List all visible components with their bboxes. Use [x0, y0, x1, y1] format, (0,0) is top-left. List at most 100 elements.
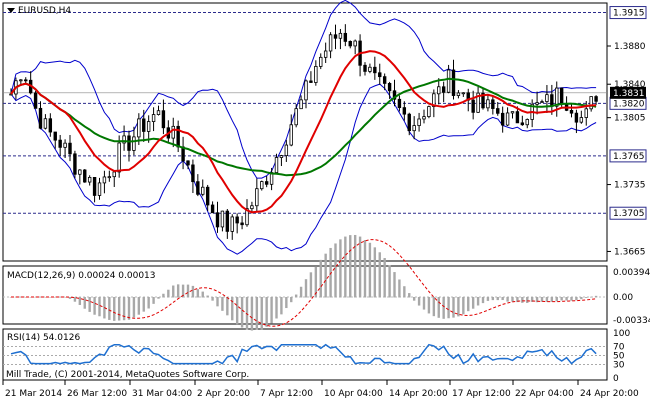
level-tag-label: 1.3705	[613, 209, 645, 219]
macd-bar	[132, 297, 136, 318]
x-tick-label: 10 Apr 04:00	[324, 389, 383, 399]
macd-bar	[412, 297, 416, 301]
macd-bar	[14, 297, 18, 298]
macd-bar	[383, 258, 386, 298]
candle-body	[382, 76, 387, 84]
macd-bar	[29, 297, 32, 298]
candle-body	[279, 155, 284, 158]
candlesticks	[9, 24, 598, 240]
candle-body	[24, 79, 28, 82]
candle-body	[210, 204, 215, 214]
macd-bar	[486, 297, 490, 301]
candle-body	[555, 87, 559, 107]
macd-bar	[275, 297, 278, 319]
macd-bar	[49, 297, 52, 298]
candle-body	[348, 40, 352, 47]
candle-body	[201, 186, 205, 195]
macd-bar	[373, 247, 377, 298]
macd-bar	[137, 297, 141, 315]
candle-body	[171, 125, 175, 139]
macd-bar	[427, 297, 431, 314]
macd-bar	[417, 297, 421, 306]
candle-body	[451, 69, 456, 96]
candle-body	[476, 92, 480, 113]
candle-body	[397, 98, 402, 109]
candle-body	[289, 124, 293, 146]
bollinger-lower	[10, 83, 597, 255]
macd-bar	[324, 253, 327, 298]
macd-bar	[432, 297, 436, 317]
candle-body	[500, 112, 505, 126]
macd-tick-label: 0.00	[613, 293, 633, 303]
candle-body	[102, 176, 107, 184]
macd-bar	[570, 297, 573, 301]
candle-body	[38, 107, 43, 129]
y-tick-label: 1.3805	[614, 114, 646, 124]
macd-bar	[378, 252, 381, 298]
candle-body	[402, 107, 407, 115]
macd-bar	[63, 297, 67, 298]
candle-body	[333, 34, 338, 39]
macd-bar	[162, 293, 165, 298]
macd-bar	[93, 297, 96, 315]
macd-bar	[240, 297, 244, 328]
macd-bar	[339, 239, 342, 298]
macd-bar	[467, 297, 470, 312]
candle-body	[559, 87, 564, 104]
time-axis: 21 Mar 2014 26 Mar 12:00 31 Mar 04:00 2 Apr…	[2, 380, 639, 399]
level-price-tags: 1.3915 1.3820 1.3765 1.3705 1.3831	[609, 6, 647, 220]
macd-bar	[221, 297, 224, 311]
candle-body	[456, 92, 461, 96]
macd-bar	[285, 297, 288, 309]
macd-bar	[152, 297, 155, 304]
y-tick-label: 1.3880	[614, 42, 646, 52]
macd-bar	[88, 297, 91, 312]
chevron-down-icon[interactable]	[7, 8, 15, 13]
candle-body	[78, 169, 82, 175]
candle-body	[274, 157, 279, 173]
candle-body	[92, 176, 97, 196]
macd-bar	[580, 297, 583, 300]
x-tick-label: 24 Apr 20:00	[580, 389, 639, 399]
candle-body	[43, 118, 48, 129]
macd-bar	[83, 297, 86, 309]
macd-bar	[334, 243, 337, 298]
macd-bar	[516, 297, 519, 303]
horizontal-levels	[3, 12, 607, 214]
candle-body	[137, 118, 141, 138]
level-tag	[609, 149, 647, 163]
ma-slow-line	[10, 77, 597, 177]
macd-bar	[299, 286, 303, 298]
macd-bar	[358, 236, 362, 298]
candle-body	[594, 96, 598, 102]
candle-body	[579, 117, 584, 123]
macd-bar	[506, 297, 509, 302]
macd-bar	[304, 279, 308, 298]
candle-body	[33, 92, 38, 109]
macd-bar	[44, 297, 47, 298]
macd-bar	[408, 293, 411, 298]
candle-body	[122, 135, 126, 144]
macd-bar	[147, 297, 150, 309]
macd-bar	[481, 297, 485, 304]
candle-body	[569, 109, 574, 114]
macd-bar	[353, 234, 357, 298]
candle-body	[142, 118, 146, 132]
moving-averages	[10, 50, 597, 214]
candle-body	[574, 112, 579, 123]
macd-bar	[329, 247, 332, 298]
candle-body	[63, 142, 67, 148]
candle-body	[225, 210, 230, 232]
macd-bar	[294, 294, 298, 298]
candle-body	[368, 66, 372, 72]
candle-body	[284, 144, 289, 157]
macd-bar	[575, 297, 578, 301]
candle-body	[481, 92, 485, 109]
candle-body	[53, 131, 57, 141]
macd-bar	[196, 289, 200, 298]
macd-bar	[368, 242, 372, 298]
candle-body	[505, 112, 510, 126]
candle-body	[112, 171, 116, 178]
macd-bar	[388, 265, 391, 298]
